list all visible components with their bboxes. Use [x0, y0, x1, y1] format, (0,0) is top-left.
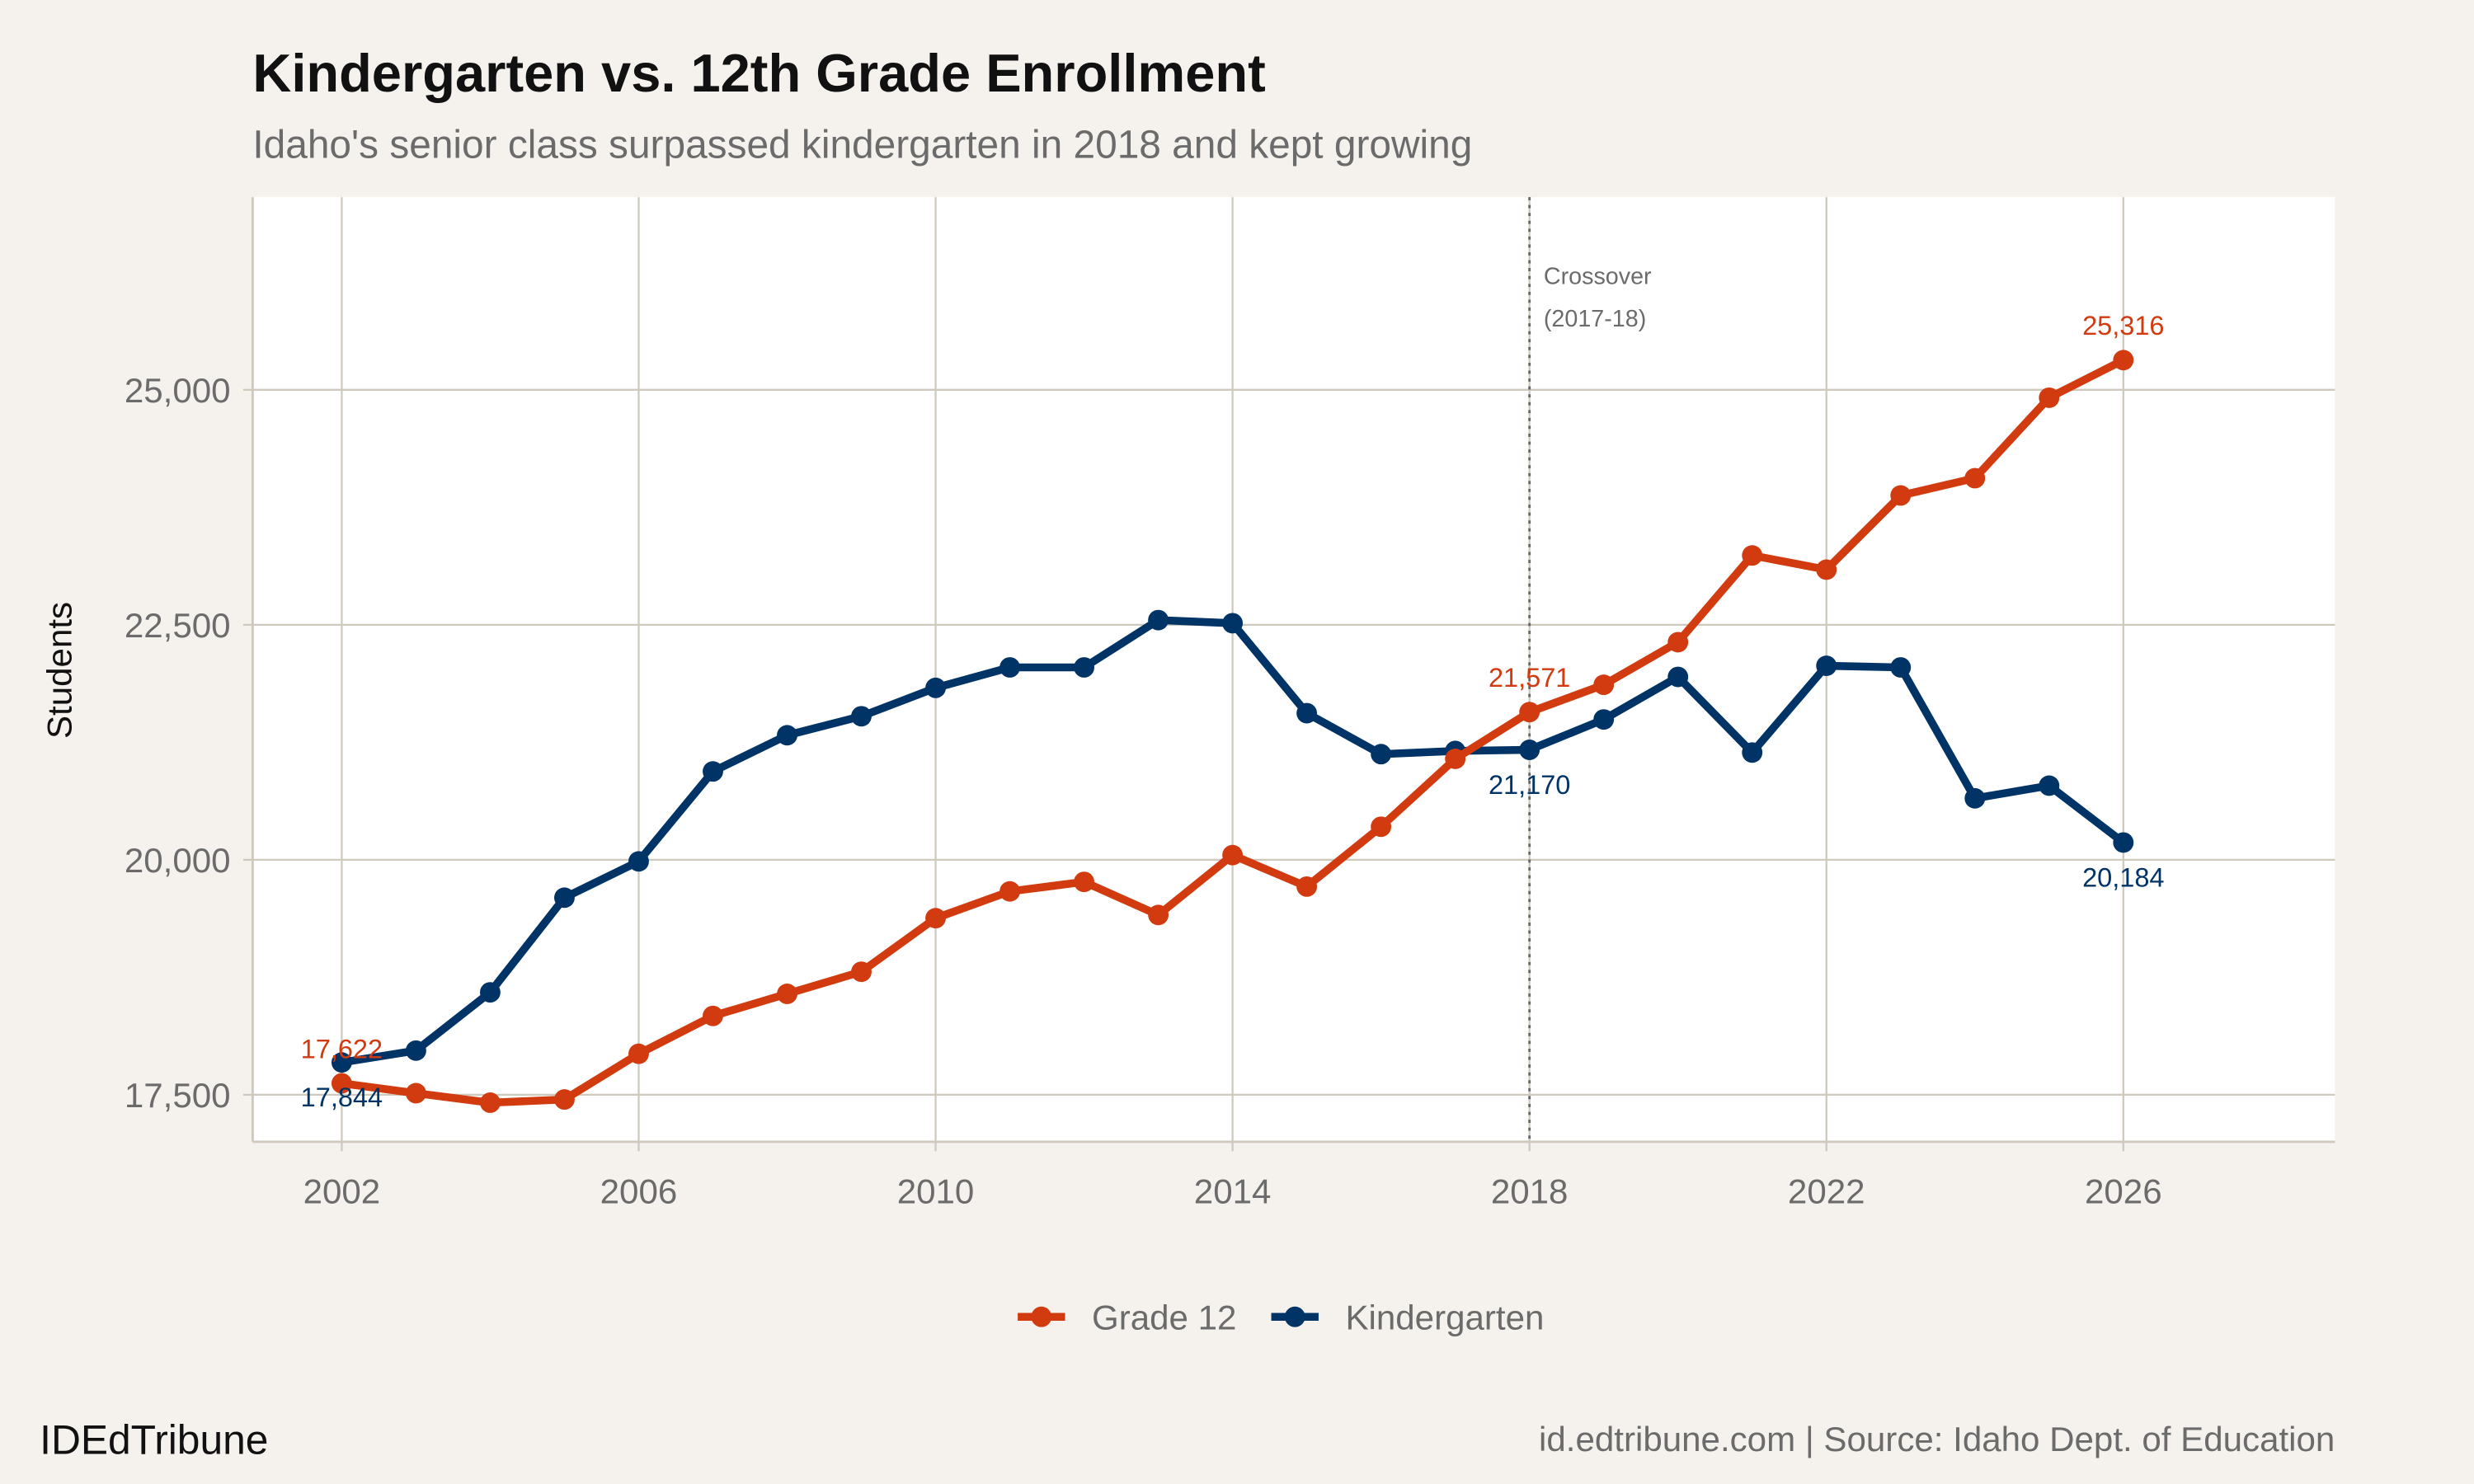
data-point: [1593, 709, 1615, 730]
legend-swatch-point: [1284, 1306, 1305, 1327]
legend-swatch-point: [1031, 1306, 1052, 1327]
data-point: [1519, 702, 1540, 723]
data-label: 17,844: [301, 1082, 383, 1112]
data-point: [1074, 657, 1094, 678]
x-tick-label: 2014: [1194, 1172, 1272, 1211]
data-point: [2113, 350, 2134, 371]
legend-item-grade-12: Grade 12: [1018, 1298, 1236, 1337]
x-tick-label: 2002: [303, 1172, 381, 1211]
chart-subtitle: Idaho's senior class surpassed kindergar…: [252, 123, 1472, 167]
data-label: 21,170: [1489, 770, 1570, 800]
data-point: [1222, 613, 1244, 634]
data-point: [331, 1073, 352, 1094]
chart-title: Kindergarten vs. 12th Grade Enrollment: [252, 43, 1265, 103]
y-tick-label: 17,500: [125, 1076, 231, 1115]
series-grade-12: [331, 350, 2134, 1113]
data-point: [405, 1082, 426, 1104]
x-tick-label: 2026: [2085, 1172, 2162, 1211]
data-point: [1148, 609, 1169, 631]
data-point: [628, 1043, 649, 1064]
annotation-text: Crossover: [1544, 263, 1652, 289]
data-point: [554, 887, 575, 909]
data-point: [1371, 816, 1392, 838]
data-point: [1890, 657, 1912, 678]
data-point: [1445, 748, 1466, 769]
caption-source: id.edtribune.com | Source: Idaho Dept. o…: [1539, 1420, 2335, 1458]
x-tick-label: 2018: [1491, 1172, 1569, 1211]
data-point: [479, 982, 501, 1003]
data-point: [999, 657, 1020, 678]
data-point: [2039, 775, 2060, 796]
data-point: [999, 881, 1020, 902]
data-point: [1519, 740, 1540, 760]
data-point: [1964, 467, 1986, 489]
legend-label: Grade 12: [1092, 1298, 1236, 1337]
caption-brand: IDEdTribune: [40, 1417, 268, 1463]
data-point: [405, 1040, 426, 1061]
x-tick-label: 2022: [1788, 1172, 1865, 1211]
series-kindergarten: [331, 609, 2134, 1073]
legend: Grade 12 Kindergarten: [1018, 1298, 1544, 1337]
data-label: 25,316: [2082, 311, 2164, 340]
annotation-text: (2017-18): [1544, 306, 1646, 332]
data-point: [331, 1052, 352, 1073]
data-point: [1667, 632, 1689, 653]
data-point: [2039, 387, 2060, 408]
data-point: [1222, 844, 1244, 866]
plot-panel: [252, 197, 2335, 1142]
x-tick-label: 2010: [897, 1172, 975, 1211]
data-point: [1742, 742, 1763, 763]
data-point: [703, 1005, 723, 1026]
grid: [252, 197, 2335, 1142]
data-point: [1593, 674, 1615, 696]
data-label: 20,184: [2082, 862, 2164, 892]
data-point: [703, 761, 723, 782]
data-point: [1296, 702, 1318, 724]
data-point: [1296, 876, 1318, 897]
series-layer: [331, 350, 2134, 1113]
data-point: [1890, 485, 1912, 506]
y-axis-label: Students: [40, 602, 78, 739]
data-point: [1964, 787, 1986, 809]
x-tick-label: 2006: [600, 1172, 678, 1211]
data-point: [851, 706, 872, 727]
y-tick-label: 22,500: [125, 606, 231, 645]
data-point: [628, 851, 649, 872]
data-point: [1742, 545, 1763, 566]
data-point: [1816, 559, 1837, 580]
data-point: [479, 1092, 501, 1113]
data-label: 17,622: [301, 1034, 383, 1064]
data-point: [1074, 871, 1094, 893]
legend-item-kindergarten: Kindergarten: [1271, 1298, 1544, 1337]
axes: 2002 2006 2010 2014 2018 2022 2026 17,500 20,000…: [125, 197, 2335, 1211]
data-label: 21,571: [1489, 663, 1570, 693]
data-point: [2113, 832, 2134, 853]
data-point: [1816, 655, 1837, 676]
legend-label: Kindergarten: [1345, 1298, 1544, 1337]
data-point: [1148, 904, 1169, 926]
data-point: [777, 984, 797, 1004]
data-point: [1371, 744, 1392, 765]
data-point: [1667, 666, 1689, 688]
data-point: [554, 1089, 575, 1111]
data-labels: 17,622 21,571 25,316 17,844 21,170 20,184: [301, 311, 2165, 1112]
data-point: [925, 677, 946, 698]
data-point: [851, 961, 872, 983]
data-point: [925, 908, 946, 929]
y-tick-label: 20,000: [125, 841, 231, 880]
crossover-annotation: Crossover (2017-18): [1528, 197, 1652, 1142]
data-point: [777, 725, 797, 746]
y-tick-label: 25,000: [125, 371, 231, 410]
